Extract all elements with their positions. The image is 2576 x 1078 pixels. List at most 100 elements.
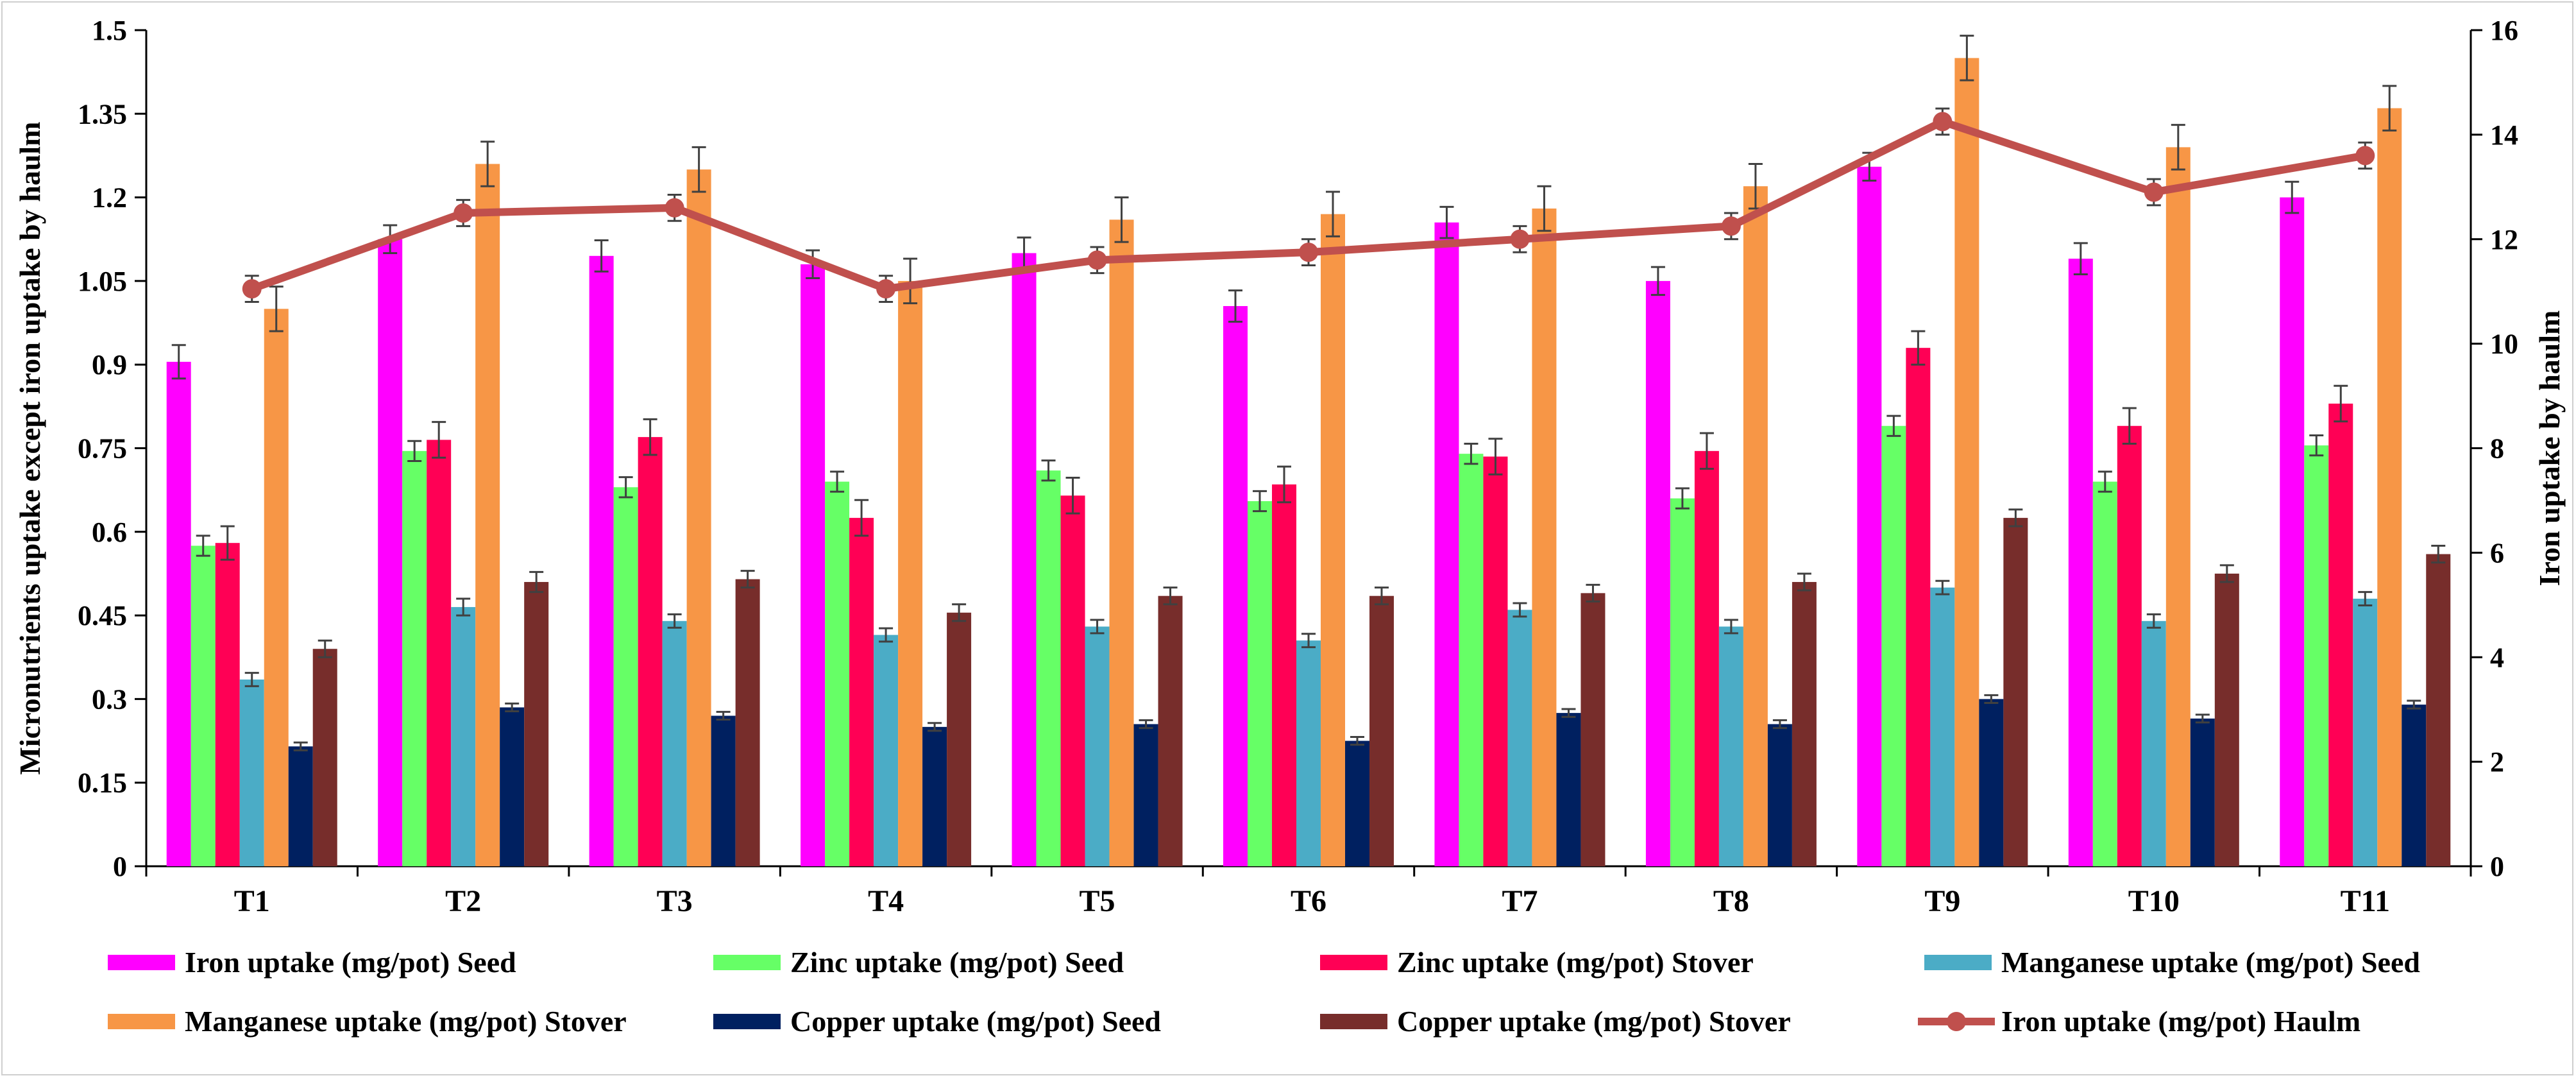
y2-tick-label: 10 (2490, 329, 2518, 360)
bar (1670, 498, 1695, 866)
y-tick-label: 0.15 (78, 767, 127, 799)
legend-label: Iron uptake (mg/pot) Haulm (2001, 1005, 2360, 1038)
chart-legend: Iron uptake (mg/pot) Seed Zinc uptake (mg… (108, 946, 2420, 1038)
bar (1036, 470, 1061, 866)
bar (1767, 724, 1792, 866)
bar (1580, 593, 1606, 866)
bar (613, 487, 638, 866)
y2-tick-label: 8 (2490, 433, 2504, 465)
y2-tick-label: 0 (2490, 851, 2504, 882)
bar (1085, 626, 1110, 866)
line-point (1933, 112, 1953, 132)
x-tick-label: T9 (1924, 884, 1960, 918)
bar (711, 715, 736, 866)
line-point (1087, 250, 1107, 270)
bar (2141, 620, 2166, 866)
y-tick-label: 0.75 (78, 433, 127, 465)
bar (1012, 253, 1037, 866)
bar (1881, 425, 1906, 866)
bar (2068, 259, 2093, 866)
x-tick-label: T5 (1080, 884, 1115, 918)
y2-axis-title: Iron uptake by haulm (2533, 311, 2566, 586)
y2-tick-label: 4 (2490, 642, 2504, 673)
y-tick-label: 0 (113, 851, 127, 882)
bar (1532, 208, 1557, 866)
legend-label: Copper uptake (mg/pot) Seed (790, 1005, 1161, 1038)
bar (1694, 450, 1719, 866)
bar (475, 164, 500, 867)
line-point (876, 279, 896, 299)
bar (1645, 280, 1670, 866)
bar (589, 255, 614, 866)
bar (2353, 599, 2378, 866)
bar (2003, 518, 2028, 866)
x-tick-label: T8 (1713, 884, 1749, 918)
bar (1857, 166, 1882, 866)
x-tick-label: T3 (657, 884, 693, 918)
bar (2165, 147, 2190, 866)
legend-label: Manganese uptake (mg/pot) Seed (2001, 946, 2420, 979)
chart-line (242, 107, 2375, 303)
bar (801, 264, 826, 867)
bar (378, 239, 403, 866)
legend-label: Iron uptake (mg/pot) Seed (185, 946, 516, 979)
bar (2190, 718, 2215, 866)
legend-label: Copper uptake (mg/pot) Stover (1397, 1005, 1791, 1038)
bar (524, 581, 549, 866)
bar (1507, 610, 1532, 866)
bar (1109, 219, 1134, 866)
chart-bars (166, 35, 2451, 867)
bar (2328, 404, 2353, 866)
bar (2304, 445, 2329, 866)
y-axis-title: Micronutrients uptake except iron uptake… (13, 121, 46, 774)
line-point (1299, 243, 1318, 262)
bar (166, 361, 191, 866)
bar (1296, 640, 1321, 866)
bar (1223, 305, 1248, 866)
line-point (453, 203, 473, 223)
y-tick-label: 0.45 (78, 600, 127, 631)
bar (1133, 724, 1158, 866)
bar (239, 679, 264, 866)
y-tick-label: 1.05 (78, 266, 127, 297)
x-tick-label: T4 (868, 884, 904, 918)
y2-tick-label: 16 (2490, 15, 2518, 46)
x-tick-label: T11 (2341, 884, 2390, 918)
legend-swatch (713, 1014, 781, 1029)
bar (1459, 454, 1484, 866)
legend-label: Zinc uptake (mg/pot) Stover (1397, 946, 1754, 979)
bar (1930, 587, 1955, 866)
x-tick-label: T2 (445, 884, 481, 918)
bar (1792, 581, 1817, 866)
bar (191, 545, 216, 866)
bar (312, 649, 337, 866)
legend-label: Zinc uptake (mg/pot) Seed (790, 946, 1124, 979)
bar (1954, 58, 1979, 866)
line-point (2144, 182, 2164, 202)
y-tick-label: 0.3 (92, 683, 127, 715)
y-tick-label: 0.6 (92, 517, 127, 548)
bar (2402, 705, 2427, 866)
y-tick-label: 1.5 (92, 15, 127, 46)
y2-tick-label: 12 (2490, 224, 2518, 255)
legend-label: Manganese uptake (mg/pot) Stover (185, 1005, 627, 1038)
bar (922, 726, 947, 866)
y2-tick-label: 14 (2490, 119, 2518, 151)
bar (686, 169, 711, 867)
bar (825, 481, 850, 866)
bar (2214, 573, 2239, 866)
bar (264, 309, 289, 866)
bar (1248, 501, 1272, 866)
line-point (242, 279, 262, 299)
bar (1369, 595, 1394, 866)
x-tick-label: T1 (234, 884, 270, 918)
bar (402, 450, 427, 866)
x-tick-label: T6 (1291, 884, 1326, 918)
bar (1272, 484, 1296, 866)
bar (2092, 481, 2117, 866)
bar (451, 607, 476, 866)
line-point (1510, 229, 1530, 249)
bar (2280, 197, 2305, 867)
y2-tick-label: 2 (2490, 746, 2504, 778)
